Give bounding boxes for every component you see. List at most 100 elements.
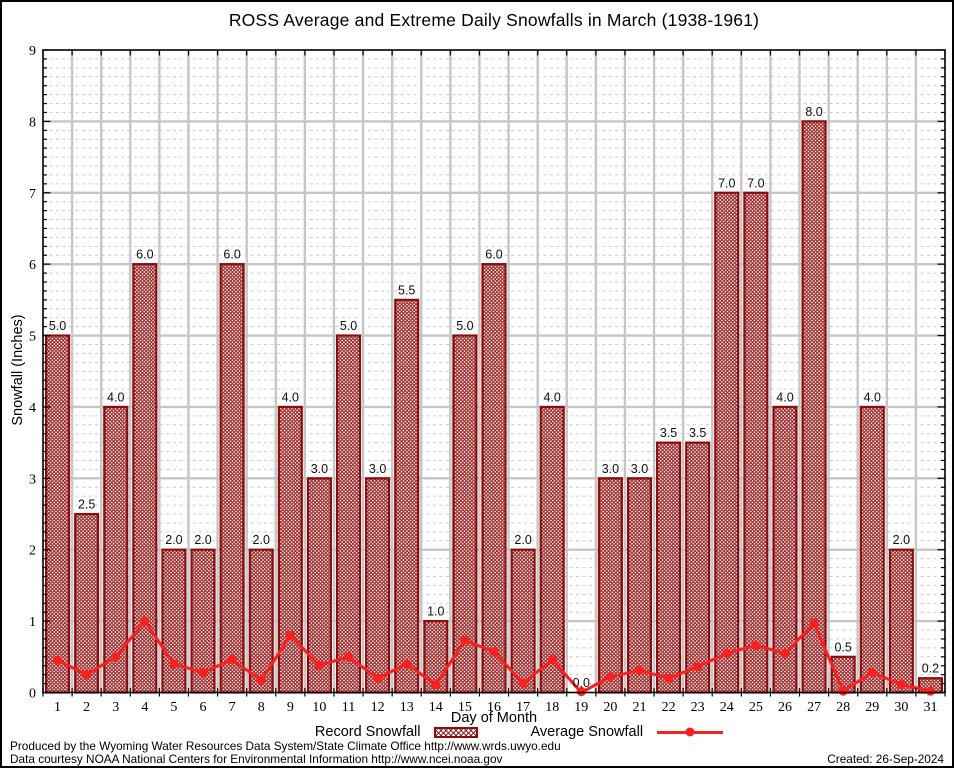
bar-value-label: 3.5 [660,426,677,440]
bar-day-21 [626,477,653,694]
average-point-day-28 [838,686,848,696]
bar-day-24 [714,191,740,694]
bar-day-25 [743,191,769,694]
average-point-day-26 [780,648,790,658]
legend: Record Snowfall Average Snowfall [44,724,952,740]
legend-record-label: Record Snowfall [314,724,421,740]
x-tick-label: 18 [545,700,559,715]
bar-value-label: 1.0 [427,605,444,619]
plot-area: 5.0 2.5 4.0 6.0 2.0 2.0 6.0 2.0 4.0 3.0 5.0 3.0 5.5 1… [29,44,946,715]
bar-value-label: 5.0 [340,319,357,333]
bar-day-27 [801,120,827,694]
average-point-day-9 [285,630,295,640]
x-tick-label: 2 [83,700,90,715]
x-tick-label: 17 [516,700,530,715]
average-point-day-23 [693,662,703,672]
footer-created-date: Created: 26-Sep-2024 [827,751,944,766]
x-tick-label: 5 [170,700,177,715]
footer: Produced by the Wyoming Water Resources … [10,740,944,766]
bar-day-16 [481,263,507,694]
bar-value-label: 2.0 [165,533,182,547]
y-tick-label: 2 [29,544,36,559]
x-tick-label: 3 [112,700,119,715]
bar-value-label: 5.0 [49,319,66,333]
x-tick-label: 31 [923,700,937,715]
average-point-day-18 [547,655,557,665]
average-point-day-31 [925,686,936,696]
y-tick-label: 3 [29,472,36,487]
bar-day-10 [306,477,332,694]
average-point-day-13 [402,659,412,669]
plot-border-and-ticks [42,49,946,697]
bar-value-label: 0.2 [922,662,939,676]
x-tick-label: 19 [574,700,588,715]
average-point-day-4 [140,616,150,626]
x-tick-label: 9 [287,700,294,715]
average-point-day-7 [227,655,237,665]
tick-and-bar-labels: 5.0 2.5 4.0 6.0 2.0 2.0 6.0 2.0 4.0 3.0 5.0 3.0 5.5 1… [29,44,939,715]
x-tick-label: 6 [200,700,207,715]
y-tick-label: 0 [29,687,36,702]
average-point-day-3 [111,652,121,662]
bar-value-label: 3.0 [311,462,328,476]
y-tick-label: 9 [29,44,36,59]
x-tick-label: 16 [487,700,501,715]
bar-value-label: 5.0 [456,319,473,333]
average-point-day-20 [605,672,615,682]
average-point-day-10 [314,660,325,670]
average-point-day-15 [460,635,470,645]
average-point-day-29 [867,667,877,678]
bar-day-7 [219,263,245,694]
y-tick-label: 1 [29,615,36,630]
average-point-day-21 [634,665,645,675]
bar-value-label: 8.0 [805,105,822,119]
bar-value-label: 7.0 [718,176,735,190]
x-tick-label: 21 [632,700,646,715]
bar-value-label: 6.0 [223,248,240,262]
x-tick-label: 7 [229,700,236,715]
bar-day-13 [394,298,420,694]
x-tick-label: 29 [865,700,879,715]
bar-day-23 [685,441,711,694]
bar-value-label: 5.5 [398,283,415,297]
y-axis-label: Snowfall (Inches) [10,314,26,426]
average-point-day-27 [809,618,819,628]
bar-value-label: 3.5 [689,426,706,440]
bar-day-18 [539,405,565,694]
average-point-day-24 [722,648,732,658]
average-point-day-8 [256,675,266,685]
x-tick-label: 24 [720,700,734,715]
bar-value-label: 6.0 [485,248,502,262]
average-point-day-22 [663,673,674,683]
bar-day-5 [161,548,187,694]
x-tick-label: 20 [603,700,617,715]
bar-day-2 [74,512,100,694]
bar-day-29 [859,405,885,694]
bar-day-8 [248,548,274,694]
bar-day-20 [597,477,623,694]
x-axis-label: Day of Month [450,710,538,726]
average-point-day-11 [343,652,354,662]
bar-value-label: 4.0 [776,390,793,404]
x-tick-label: 11 [342,700,355,715]
x-tick-label: 4 [141,700,148,715]
bar-value-label: 4.0 [543,390,560,404]
bar-value-label: 4.0 [107,390,124,404]
x-tick-label: 28 [836,700,850,715]
bar-value-label: 6.0 [136,248,153,262]
chart-title: ROSS Average and Extreme Daily Snowfalls… [228,10,760,30]
x-tick-label: 13 [400,700,414,715]
x-tick-label: 25 [749,700,763,715]
bar-day-12 [365,477,391,694]
legend-record-swatch [434,726,479,738]
bar-value-label: 2.5 [78,498,95,512]
x-tick-label: 12 [371,700,385,715]
bar-value-label: 0.0 [573,676,590,690]
y-tick-label: 8 [29,115,36,130]
average-point-day-16 [489,647,499,657]
bar-day-1 [44,334,71,694]
average-point-day-25 [751,640,761,650]
average-snowfall-line [52,616,936,697]
legend-average-marker [657,727,724,737]
bar-day-30 [888,548,914,694]
